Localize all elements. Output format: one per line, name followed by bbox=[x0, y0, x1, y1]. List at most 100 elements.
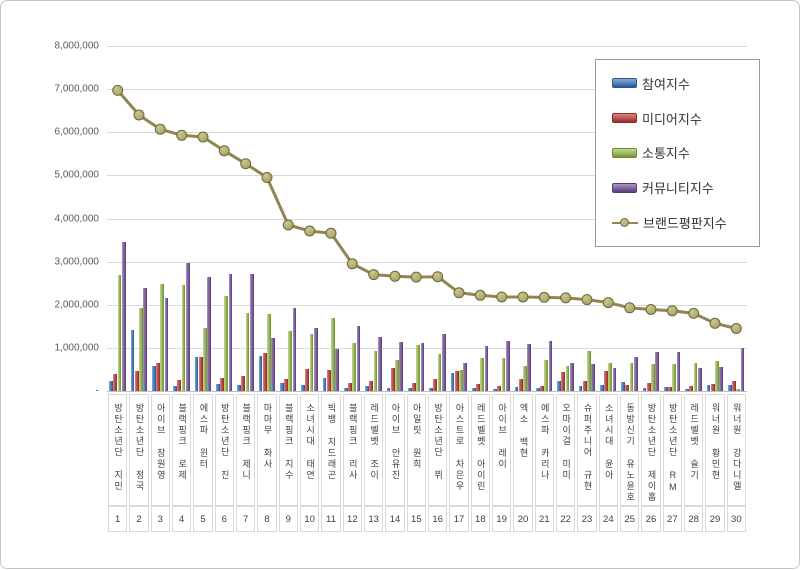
bar-커뮤니티지수-25 bbox=[633, 356, 638, 391]
category-number-19: 19 bbox=[492, 506, 512, 532]
category-label-text: 워너원 강다니엘 bbox=[731, 403, 742, 492]
line-marker-26 bbox=[645, 304, 657, 315]
bar-미디어지수-11 bbox=[326, 370, 331, 391]
category-number-15: 15 bbox=[406, 506, 426, 532]
bar-참여지수-24 bbox=[599, 384, 604, 391]
category-label-20: 엑소 백현 bbox=[513, 394, 533, 506]
legend-swatch-icon bbox=[612, 147, 637, 158]
bar-미디어지수-12 bbox=[348, 382, 352, 391]
category-label-text: 마마무 화사 bbox=[262, 403, 273, 470]
bar-소통지수-12 bbox=[352, 342, 357, 391]
bar-참여지수-1 bbox=[109, 381, 113, 391]
bar-미디어지수-30 bbox=[732, 381, 736, 391]
bar-참여지수-25 bbox=[621, 382, 625, 391]
line-marker-11 bbox=[325, 227, 337, 239]
category-label-text: 블랙핑크 리사 bbox=[347, 403, 358, 481]
bar-소통지수-2 bbox=[139, 307, 143, 391]
legend-line-marker-icon bbox=[612, 217, 638, 228]
legend-label: 미디어지수 bbox=[642, 111, 702, 127]
bar-참여지수-15 bbox=[407, 387, 412, 391]
bar-소통지수-22 bbox=[565, 365, 570, 391]
y-axis-tick-label: 3,000,000 bbox=[54, 256, 100, 268]
y-axis-tick-label: 7,000,000 bbox=[54, 83, 100, 95]
category-number-8: 8 bbox=[257, 506, 277, 532]
category-label-text: 방탄소년단 정국 bbox=[134, 403, 145, 492]
y-axis-tick-label: - bbox=[95, 385, 99, 397]
bar-소통지수-19 bbox=[501, 357, 506, 391]
bar-소통지수-18 bbox=[480, 357, 485, 391]
bar-미디어지수-6 bbox=[220, 378, 224, 391]
category-number-17: 17 bbox=[449, 506, 469, 532]
category-label-text: 방탄소년단 뷔 bbox=[433, 403, 444, 481]
line-marker-18 bbox=[474, 289, 486, 301]
category-number-28: 28 bbox=[684, 506, 704, 532]
line-marker-20 bbox=[517, 291, 529, 303]
line-marker-1 bbox=[112, 84, 124, 96]
bar-소통지수-29 bbox=[715, 360, 719, 391]
bar-소통지수-6 bbox=[224, 296, 229, 391]
bar-커뮤니티지수-16 bbox=[441, 334, 446, 391]
bar-미디어지수-1 bbox=[113, 373, 118, 391]
line-marker-30 bbox=[730, 323, 742, 334]
bar-커뮤니티지수-2 bbox=[143, 288, 147, 391]
bar-소통지수-20 bbox=[523, 365, 527, 391]
bar-참여지수-12 bbox=[343, 387, 348, 391]
bar-소통지수-30 bbox=[736, 388, 741, 391]
category-label-text: 블랙핑크 지수 bbox=[283, 403, 294, 481]
y-axis-tick-label: 6,000,000 bbox=[54, 126, 100, 138]
bar-참여지수-13 bbox=[365, 385, 369, 391]
category-number-24: 24 bbox=[598, 506, 618, 532]
bar-커뮤니티지수-21 bbox=[548, 340, 553, 391]
category-number-22: 22 bbox=[556, 506, 576, 532]
bar-커뮤니티지수-10 bbox=[313, 327, 318, 391]
line-marker-14 bbox=[389, 270, 401, 282]
bar-미디어지수-26 bbox=[646, 382, 651, 391]
category-label-29: 워너원 황민현 bbox=[705, 394, 725, 506]
bar-커뮤니티지수-11 bbox=[335, 349, 339, 391]
bar-소통지수-24 bbox=[608, 362, 613, 391]
legend-item-브랜드평판지수: 브랜드평판지수 bbox=[612, 213, 759, 232]
bar-소통지수-5 bbox=[203, 327, 207, 391]
bar-참여지수-29 bbox=[706, 385, 711, 391]
bar-소통지수-16 bbox=[437, 354, 442, 391]
line-marker-9 bbox=[282, 219, 294, 231]
category-label-text: 블랙핑크 로제 bbox=[177, 403, 188, 481]
bar-미디어지수-19 bbox=[497, 385, 502, 391]
bar-미디어지수-17 bbox=[454, 371, 459, 391]
category-label-text: 아일릿 원희 bbox=[411, 403, 422, 470]
category-number-6: 6 bbox=[214, 506, 234, 532]
category-label-26: 방탄소년단 제이홉 bbox=[641, 394, 661, 506]
category-label-text: 에스파 윈터 bbox=[198, 403, 209, 470]
bar-소통지수-27 bbox=[672, 364, 677, 391]
category-label-text: 소녀시대 태연 bbox=[305, 403, 316, 481]
category-label-text: 슈퍼주니어 규현 bbox=[582, 403, 593, 492]
bar-소통지수-9 bbox=[288, 331, 293, 391]
line-marker-28 bbox=[688, 307, 700, 319]
line-marker-24 bbox=[602, 297, 614, 309]
bar-미디어지수-16 bbox=[433, 379, 438, 391]
category-label-text: 블랙핑크 제니 bbox=[241, 403, 252, 481]
category-label-25: 동방신기 유노윤호 bbox=[620, 394, 640, 506]
bar-소통지수-3 bbox=[160, 284, 165, 391]
y-axis-tick-label: 5,000,000 bbox=[54, 169, 100, 181]
bar-미디어지수-22 bbox=[561, 372, 566, 391]
bar-미디어지수-25 bbox=[625, 384, 630, 391]
bar-미디어지수-13 bbox=[369, 381, 374, 391]
bar-커뮤니티지수-6 bbox=[228, 273, 233, 391]
line-marker-10 bbox=[304, 225, 316, 237]
category-label-text: 오마이걸 미미 bbox=[561, 403, 572, 481]
category-label-text: 소녀시대 윤아 bbox=[603, 403, 614, 481]
category-label-23: 슈퍼주니어 규현 bbox=[577, 394, 597, 506]
line-marker-21 bbox=[538, 291, 550, 303]
legend-label: 커뮤니티지수 bbox=[642, 181, 714, 197]
category-label-text: 레드벨벳 아이린 bbox=[475, 403, 486, 492]
bar-참여지수-14 bbox=[386, 387, 391, 391]
bar-커뮤니티지수-13 bbox=[377, 337, 382, 391]
line-marker-29 bbox=[709, 317, 721, 329]
bar-미디어지수-10 bbox=[305, 369, 310, 391]
bar-참여지수-16 bbox=[429, 388, 433, 391]
category-number-4: 4 bbox=[172, 506, 192, 532]
bar-소통지수-26 bbox=[651, 364, 655, 391]
category-number-30: 30 bbox=[726, 506, 746, 532]
bar-미디어지수-24 bbox=[604, 371, 608, 391]
